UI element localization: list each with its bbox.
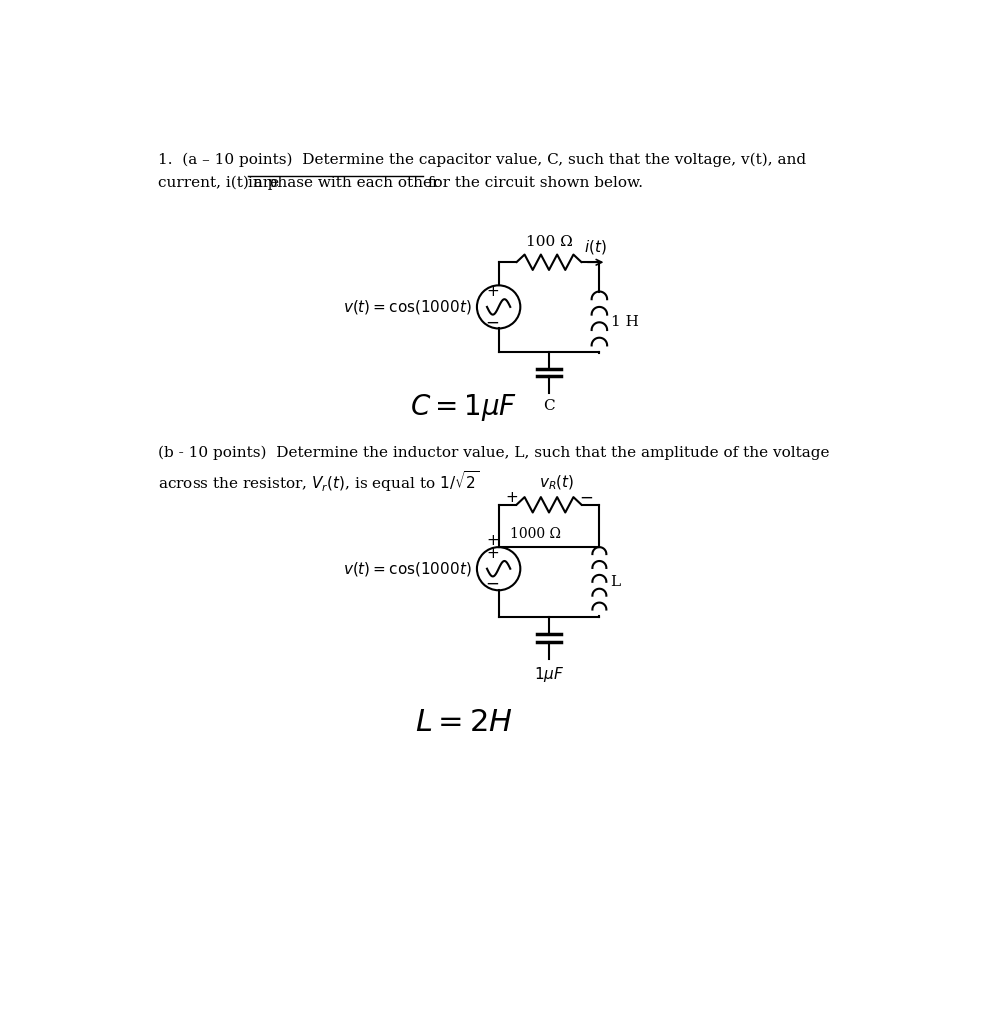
Text: $v(t) = \cos(1000t)$: $v(t) = \cos(1000t)$ xyxy=(343,298,471,316)
Text: −: − xyxy=(485,313,500,332)
Text: across the resistor, $V_r(t)$, is equal to $1/\sqrt{2}$: across the resistor, $V_r(t)$, is equal … xyxy=(158,469,479,494)
Text: +: + xyxy=(506,490,518,506)
Text: +: + xyxy=(486,546,499,561)
Text: $L = 2H$: $L = 2H$ xyxy=(414,708,513,738)
Text: for the circuit shown below.: for the circuit shown below. xyxy=(422,176,642,190)
Text: −: − xyxy=(485,575,500,593)
Text: +: + xyxy=(486,534,499,549)
Text: $1\mu F$: $1\mu F$ xyxy=(534,665,565,684)
Text: 100 Ω: 100 Ω xyxy=(525,236,573,249)
Text: −: − xyxy=(579,488,593,507)
Text: +: + xyxy=(486,284,499,299)
Text: $C = 1\mu F$: $C = 1\mu F$ xyxy=(410,391,518,423)
Text: $v_R(t)$: $v_R(t)$ xyxy=(539,473,574,492)
Text: in phase with each other: in phase with each other xyxy=(248,176,440,190)
Text: 1.  (a – 10 points)  Determine the capacitor value, C, such that the voltage, v(: 1. (a – 10 points) Determine the capacit… xyxy=(158,153,806,167)
Text: $i(t)$: $i(t)$ xyxy=(584,239,607,256)
Text: (b - 10 points)  Determine the inductor value, L, such that the amplitude of the: (b - 10 points) Determine the inductor v… xyxy=(158,445,829,460)
Text: $v(t) = \cos(1000t)$: $v(t) = \cos(1000t)$ xyxy=(343,560,471,578)
Text: C: C xyxy=(543,399,555,414)
Text: L: L xyxy=(610,574,621,589)
Text: 1 H: 1 H xyxy=(611,315,639,330)
Text: 1000 Ω: 1000 Ω xyxy=(511,527,562,541)
Text: current, i(t) are: current, i(t) are xyxy=(158,176,284,190)
